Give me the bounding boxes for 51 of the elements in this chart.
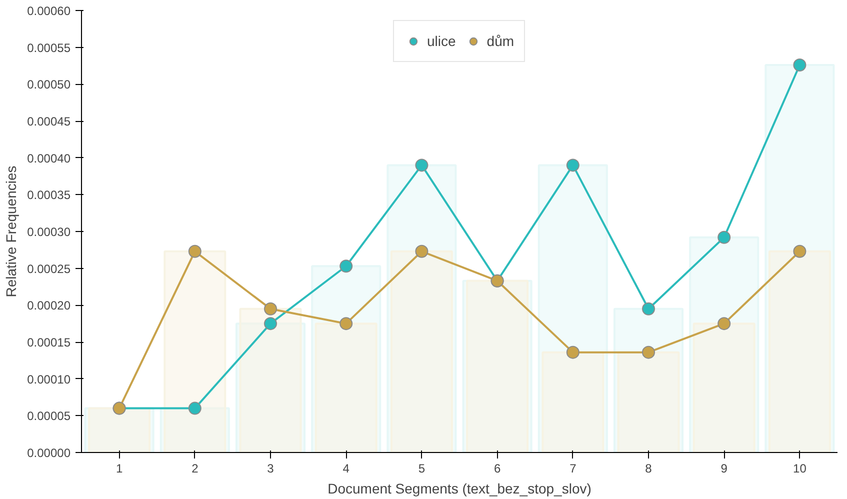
point — [642, 302, 655, 316]
y-tick-label: 0.00055 — [27, 40, 71, 55]
point — [415, 158, 428, 172]
point — [566, 346, 580, 359]
point — [188, 244, 202, 258]
point — [642, 346, 655, 359]
x-tick-label: 1 — [116, 462, 123, 476]
y-tick-label: 0.00000 — [27, 446, 71, 460]
point — [718, 230, 731, 244]
point — [566, 158, 580, 172]
x-axis-title: Document Segments (text_bez_stop_slov) — [328, 480, 592, 496]
x-tick-label: 5 — [418, 462, 426, 476]
y-tick-label: 0.00050 — [27, 78, 71, 92]
bar — [768, 250, 831, 452]
point — [340, 260, 353, 273]
y-tick-label: 0.00020 — [27, 298, 71, 313]
y-tick-label: 0.00045 — [27, 114, 71, 128]
bar — [692, 322, 756, 452]
point — [415, 244, 428, 258]
bar — [390, 250, 453, 452]
bar — [314, 322, 378, 452]
y-tick-label: 0.00030 — [27, 225, 71, 239]
point — [793, 58, 806, 72]
y-tick-label: 0.00015 — [27, 336, 71, 350]
bar — [617, 351, 680, 452]
x-tick-label: 10 — [793, 462, 807, 476]
point — [718, 317, 731, 330]
y-tick-label: 0.00025 — [27, 262, 71, 276]
point — [264, 317, 277, 330]
x-tick-label: 4 — [342, 462, 350, 476]
x-tick-label: 3 — [267, 462, 274, 476]
y-tick-label: 0.00060 — [27, 4, 71, 18]
y-tick-label: 0.00035 — [27, 188, 71, 202]
x-tick-label: 6 — [494, 462, 501, 476]
x-tick-label: 7 — [570, 462, 577, 476]
y-tick-label: 0.00040 — [27, 151, 71, 166]
y-axis-title: Relative Frequencies — [3, 166, 20, 298]
point — [264, 302, 277, 316]
bar — [239, 308, 302, 452]
point — [188, 402, 202, 415]
point — [340, 317, 353, 330]
x-tick-label: 8 — [645, 462, 652, 476]
x-tick-label: 2 — [192, 462, 199, 476]
y-tick-label: 0.00005 — [27, 409, 71, 424]
legend-label: ulice — [426, 33, 456, 49]
bar — [542, 351, 604, 452]
point — [793, 244, 806, 258]
y-tick-label: 0.00010 — [27, 372, 71, 386]
x-tick-label: 9 — [720, 462, 728, 476]
bar — [164, 250, 226, 452]
legend-label: dům — [486, 33, 514, 49]
